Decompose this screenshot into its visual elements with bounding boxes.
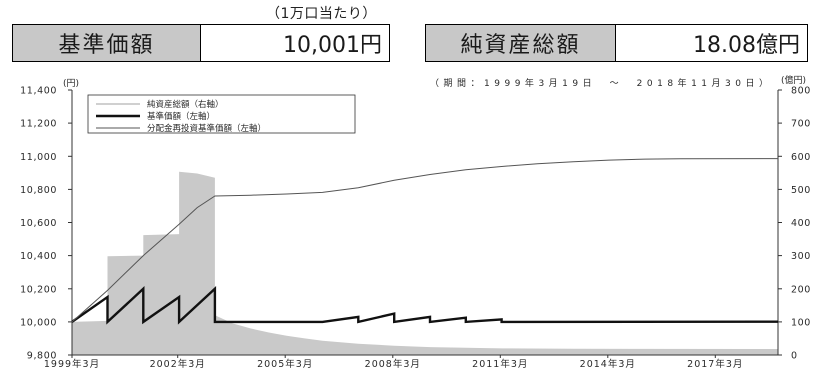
x-axis-tick-label: 2008年3月 (365, 358, 421, 370)
left-axis-tick-label: 11,200 (20, 119, 57, 130)
left-axis-unit: (円) (63, 78, 79, 89)
right-axis-tick-label: 300 (791, 251, 811, 262)
legend-label-nav-line: 基準価額（左軸） (147, 111, 215, 122)
right-axis-tick-label: 600 (791, 152, 811, 163)
period-note: （期間：1999年3月19日 ～ 2018年11月30日） (430, 77, 768, 89)
nav-summary-box: 基準価額 10,001円 (12, 24, 390, 62)
net-assets-label: 純資産総額 (426, 25, 616, 61)
x-axis-tick-label: 2017年3月 (687, 358, 743, 370)
right-axis-tick-label: 200 (791, 284, 811, 295)
left-axis-tick-label: 10,400 (20, 251, 57, 262)
left-axis-tick-label: 10,200 (20, 284, 57, 295)
right-axis-tick-label: 800 (791, 86, 811, 97)
right-axis-tick-label: 500 (791, 185, 811, 196)
left-axis-tick-label: 10,600 (20, 218, 57, 229)
x-axis-tick-label: 2002年3月 (150, 358, 206, 370)
right-axis-tick-label: 0 (791, 351, 798, 362)
legend-label-reinvested-nav-line: 分配金再投資基準価額（左軸） (147, 123, 266, 134)
axes: 9,800 10,000 10,200 10,400 10,600 10,800 11,00… (20, 74, 811, 370)
left-axis-tick-label: 11,400 (20, 86, 57, 97)
net-assets-summary-box: 純資産総額 18.08億円 (425, 24, 808, 62)
x-axis-tick-label: 2005年3月 (257, 358, 313, 370)
nav-label: 基準価額 (13, 25, 201, 61)
net-assets-area (72, 171, 778, 355)
right-axis-unit: (億円) (781, 74, 806, 86)
right-axis-tick-label: 100 (791, 317, 811, 328)
left-axis-tick-label: 11,000 (20, 152, 57, 163)
area-layer (72, 171, 778, 355)
x-axis-tick-label: 2014年3月 (580, 358, 636, 370)
right-axis-tick-label: 700 (791, 119, 811, 130)
unit-note: （1万口当たり） (266, 6, 377, 22)
nav-value: 10,001円 (283, 33, 382, 58)
right-axis-tick-label: 400 (791, 218, 811, 229)
nav-line (71, 286, 779, 325)
reinvested-nav-line (71, 158, 779, 323)
legend: 純資産総額（右軸）基準価額（左軸）分配金再投資基準価額（左軸） (87, 94, 356, 134)
legend-label-net-assets-area: 純資産総額（右軸） (147, 99, 224, 110)
x-axis-tick-label: 1999年3月 (44, 358, 100, 370)
net-assets-value: 18.08億円 (693, 33, 800, 58)
left-axis-tick-label: 9,800 (27, 351, 57, 362)
legend-box (87, 94, 356, 134)
line-layer (71, 158, 779, 325)
left-axis-tick-label: 10,800 (20, 185, 57, 196)
x-axis-tick-label: 2011年3月 (472, 358, 528, 370)
left-axis-tick-label: 10,000 (20, 317, 57, 328)
